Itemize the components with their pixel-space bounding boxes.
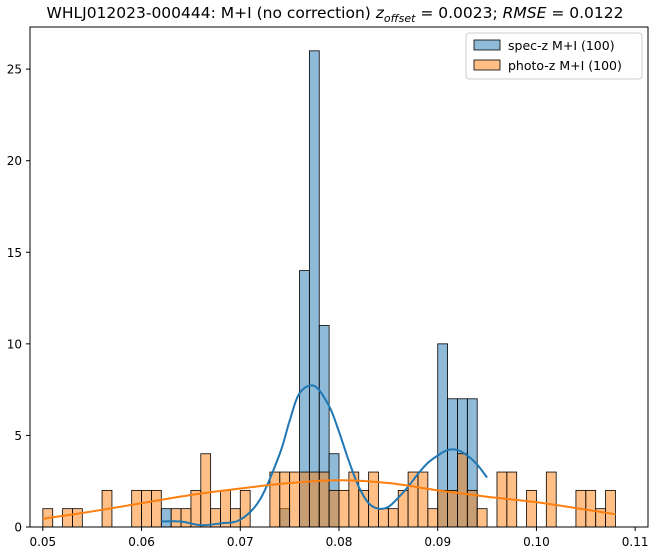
bar-1-39 <box>427 508 439 528</box>
title-z-value: = 0.0023; <box>415 4 502 22</box>
bar-1-16 <box>200 453 212 528</box>
x-axis: 0.05 0.06 0.07 0.08 0.09 0.10 0.11 <box>29 527 649 549</box>
bar-1-20 <box>239 489 251 528</box>
title-rmse-symbol: RMSE <box>503 4 547 22</box>
bar-1-14 <box>180 508 192 528</box>
bar-1-42 <box>457 453 468 528</box>
title-prefix: WHLJ012023-000444: M+I (no correction) <box>47 4 376 22</box>
plot-area <box>42 50 616 528</box>
bar-1-30 <box>338 489 350 528</box>
bar-1-55 <box>585 489 597 528</box>
legend-label-1: photo-z M+I (100) <box>508 58 622 73</box>
bar-1-57 <box>605 489 616 528</box>
plot-frame <box>29 26 649 528</box>
bar-1-23 <box>269 471 281 528</box>
x-tick-label-2: 0.07 <box>227 535 254 549</box>
bar-1-13 <box>170 508 182 528</box>
bar-1-15 <box>190 489 202 528</box>
legend-label-0: spec-z M+I (100) <box>508 38 615 53</box>
bar-1-35 <box>387 508 399 528</box>
title-z-subscript: offset <box>384 12 416 25</box>
x-tick-label-6: 0.11 <box>622 535 649 549</box>
kde-line-1 <box>42 479 616 520</box>
x-tick-label-5: 0.10 <box>523 535 550 549</box>
legend-swatch-1 <box>473 59 501 71</box>
y-tick-label-2: 10 <box>7 337 22 351</box>
bar-1-26 <box>299 471 310 528</box>
bar-1-25 <box>289 471 300 528</box>
kde-line-0 <box>161 384 488 527</box>
bar-1-11 <box>151 489 162 528</box>
bar-1-2 <box>62 508 73 528</box>
bar-0-0 <box>160 508 172 528</box>
x-tick-label-1: 0.06 <box>128 535 155 549</box>
x-tick-label-3: 0.08 <box>326 535 353 549</box>
y-tick-label-4: 20 <box>7 154 22 168</box>
y-tick-label-0: 0 <box>14 521 22 535</box>
bar-1-18 <box>220 489 231 528</box>
bar-1-51 <box>545 471 557 528</box>
bar-1-29 <box>328 489 340 528</box>
legend-box <box>465 32 643 80</box>
bar-1-49 <box>526 489 537 528</box>
bar-1-41 <box>447 489 458 528</box>
x-tick-label-0: 0.05 <box>29 535 56 549</box>
bar-1-40 <box>437 489 448 528</box>
legend: spec-z M+I (100) photo-z M+I (100) <box>465 32 643 80</box>
x-tick-label-4: 0.09 <box>424 535 451 549</box>
bar-1-10 <box>141 489 152 528</box>
chart-title: WHLJ012023-000444: M+I (no correction) z… <box>47 4 624 25</box>
bar-1-34 <box>378 508 389 528</box>
y-axis: 0 5 10 15 20 25 <box>7 63 30 535</box>
y-tick-label-1: 5 <box>14 429 22 443</box>
bar-1-3 <box>72 508 83 528</box>
y-tick-label-3: 15 <box>7 246 22 260</box>
title-rmse-value: = 0.0122 <box>546 4 623 22</box>
bar-1-24 <box>279 471 291 528</box>
y-tick-label-5: 25 <box>7 63 22 77</box>
bar-1-33 <box>368 471 379 528</box>
bar-0-15 <box>308 50 320 528</box>
legend-swatch-0 <box>473 39 501 51</box>
bar-1-9 <box>131 489 142 528</box>
bar-1-38 <box>417 471 429 528</box>
bar-1-19 <box>230 508 241 528</box>
bar-1-44 <box>476 508 488 528</box>
title-z-symbol: z <box>375 4 385 22</box>
